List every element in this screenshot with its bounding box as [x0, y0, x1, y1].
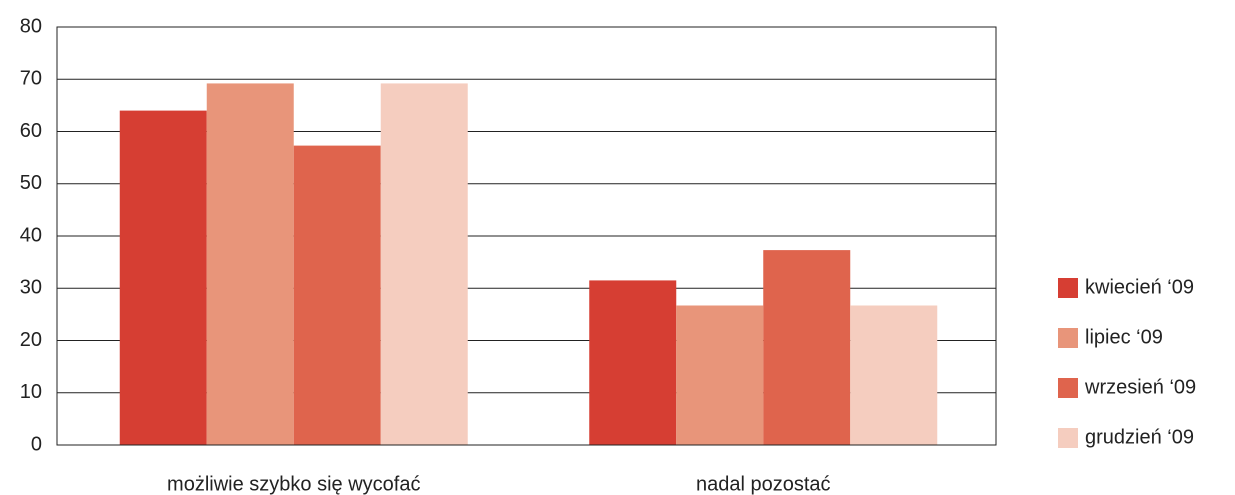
y-tick-label: 30 — [20, 277, 42, 299]
bar — [676, 305, 764, 445]
x-tick-label: nadal pozostać — [696, 473, 831, 495]
bar — [380, 83, 468, 446]
bar — [850, 305, 938, 445]
bar — [206, 83, 294, 446]
legend-label: wrzesień ‘09 — [1084, 376, 1196, 398]
bar — [293, 145, 381, 446]
legend-swatch — [1058, 278, 1078, 298]
y-tick-label: 40 — [20, 224, 42, 246]
plot-border — [56, 26, 997, 446]
y-tick-label: 10 — [20, 381, 42, 403]
bar — [589, 280, 677, 445]
legend-swatch — [1058, 328, 1078, 348]
y-tick-label: 20 — [20, 329, 42, 351]
y-tick-label: 0 — [31, 433, 42, 455]
x-tick-label: możliwie szybko się wycofać — [167, 473, 420, 495]
legend-swatch — [1058, 428, 1078, 448]
y-tick-label: 60 — [20, 120, 42, 142]
bar — [119, 110, 207, 445]
legend-label: lipiec ‘09 — [1085, 326, 1163, 348]
legend-swatch — [1058, 378, 1078, 398]
legend-label: grudzień ‘09 — [1085, 426, 1194, 448]
y-tick-label: 70 — [20, 68, 42, 90]
y-tick-label: 50 — [20, 172, 42, 194]
legend-label: kwiecień ‘09 — [1085, 276, 1194, 298]
bar — [763, 250, 851, 445]
y-tick-label: 80 — [20, 15, 42, 37]
